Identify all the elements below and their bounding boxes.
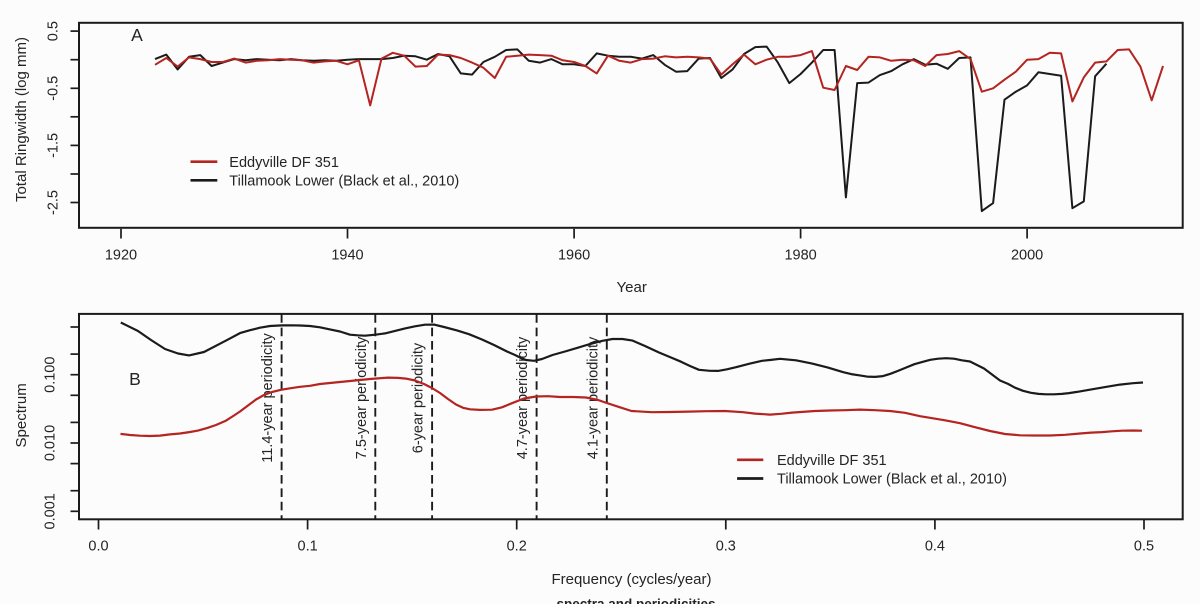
svg-text:Eddyville DF 351: Eddyville DF 351: [229, 155, 339, 171]
svg-text:Tillamook Lower (Black et al.,: Tillamook Lower (Black et al., 2010): [777, 472, 1007, 488]
svg-text:Total Ringwidth (log mm): Total Ringwidth (log mm): [13, 37, 30, 202]
svg-text:0.3: 0.3: [716, 539, 736, 555]
svg-text:1940: 1940: [331, 248, 363, 264]
svg-text:1960: 1960: [558, 248, 590, 264]
svg-text:0.1: 0.1: [298, 539, 318, 555]
svg-text:0.0: 0.0: [88, 539, 108, 555]
svg-text:Tillamook Lower (Black et al.,: Tillamook Lower (Black et al., 2010): [229, 173, 459, 189]
svg-text:11.4-year periodicity: 11.4-year periodicity: [260, 333, 276, 463]
svg-text:Year: Year: [617, 279, 647, 296]
svg-text:Spectrum: Spectrum: [13, 383, 30, 447]
svg-text:A: A: [131, 25, 143, 45]
svg-text:spectra and periodicities: spectra and periodicities: [556, 597, 715, 604]
svg-text:1920: 1920: [105, 248, 137, 264]
svg-text:-1.5: -1.5: [46, 133, 62, 158]
svg-text:4.7-year periodicity: 4.7-year periodicity: [515, 336, 531, 459]
svg-text:7.5-year periodicity: 7.5-year periodicity: [354, 336, 370, 459]
svg-text:0.100: 0.100: [43, 357, 59, 393]
svg-text:Eddyville DF 351: Eddyville DF 351: [777, 453, 887, 469]
svg-text:Frequency (cycles/year): Frequency (cycles/year): [551, 571, 711, 588]
svg-text:B: B: [129, 369, 141, 389]
svg-text:0.5: 0.5: [1134, 539, 1154, 555]
svg-text:0.001: 0.001: [43, 493, 59, 529]
svg-text:4.1-year periodicity: 4.1-year periodicity: [585, 336, 601, 459]
svg-text:6-year periodicity: 6-year periodicity: [411, 342, 427, 453]
svg-text:0.5: 0.5: [46, 21, 62, 41]
svg-text:2000: 2000: [1011, 248, 1043, 264]
svg-text:-0.5: -0.5: [46, 76, 62, 101]
svg-text:1980: 1980: [784, 248, 816, 264]
svg-text:0.2: 0.2: [507, 539, 527, 555]
svg-text:0.4: 0.4: [925, 539, 945, 555]
svg-text:0.010: 0.010: [43, 425, 59, 461]
svg-text:-2.5: -2.5: [46, 190, 62, 215]
